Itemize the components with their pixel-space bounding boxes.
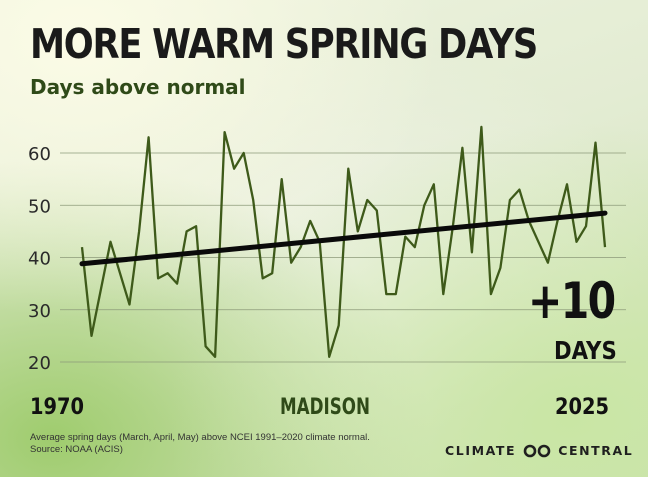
x-axis-labels: 1970 MADISON 2025 xyxy=(30,395,609,420)
y-tick-label-60: 60 xyxy=(28,144,51,165)
footnote: Average spring days (March, April, May) … xyxy=(30,432,370,456)
location-label: MADISON xyxy=(280,395,370,420)
y-tick-label-40: 40 xyxy=(28,249,51,270)
page-title: MORE WARM SPRING DAYS xyxy=(30,20,538,68)
y-tick-label-30: 30 xyxy=(28,301,51,322)
brand-logo: CLIMATE CENTRAL xyxy=(445,443,633,458)
y-axis-ticks: 20 30 40 50 60 xyxy=(28,144,51,374)
x-end-label: 2025 xyxy=(555,395,609,420)
spring-days-line xyxy=(80,125,607,358)
footnote-note: Average spring days (March, April, May) … xyxy=(30,432,370,443)
infinity-logo-icon xyxy=(523,444,551,457)
x-start-label: 1970 xyxy=(30,395,84,420)
trend-line-group xyxy=(79,210,608,267)
change-annotation-value: +10 xyxy=(528,272,616,330)
change-annotation-unit: DAYS xyxy=(554,336,617,365)
trend-line xyxy=(79,210,608,267)
brand-right-text: CENTRAL xyxy=(558,443,634,458)
y-tick-label-50: 50 xyxy=(28,196,51,217)
brand-left-text: CLIMATE xyxy=(445,443,517,458)
chart-series xyxy=(80,125,607,358)
y-tick-label-20: 20 xyxy=(28,353,51,374)
footnote-source: Source: NOAA (ACIS) xyxy=(30,444,123,455)
page-subtitle: Days above normal xyxy=(30,75,246,99)
